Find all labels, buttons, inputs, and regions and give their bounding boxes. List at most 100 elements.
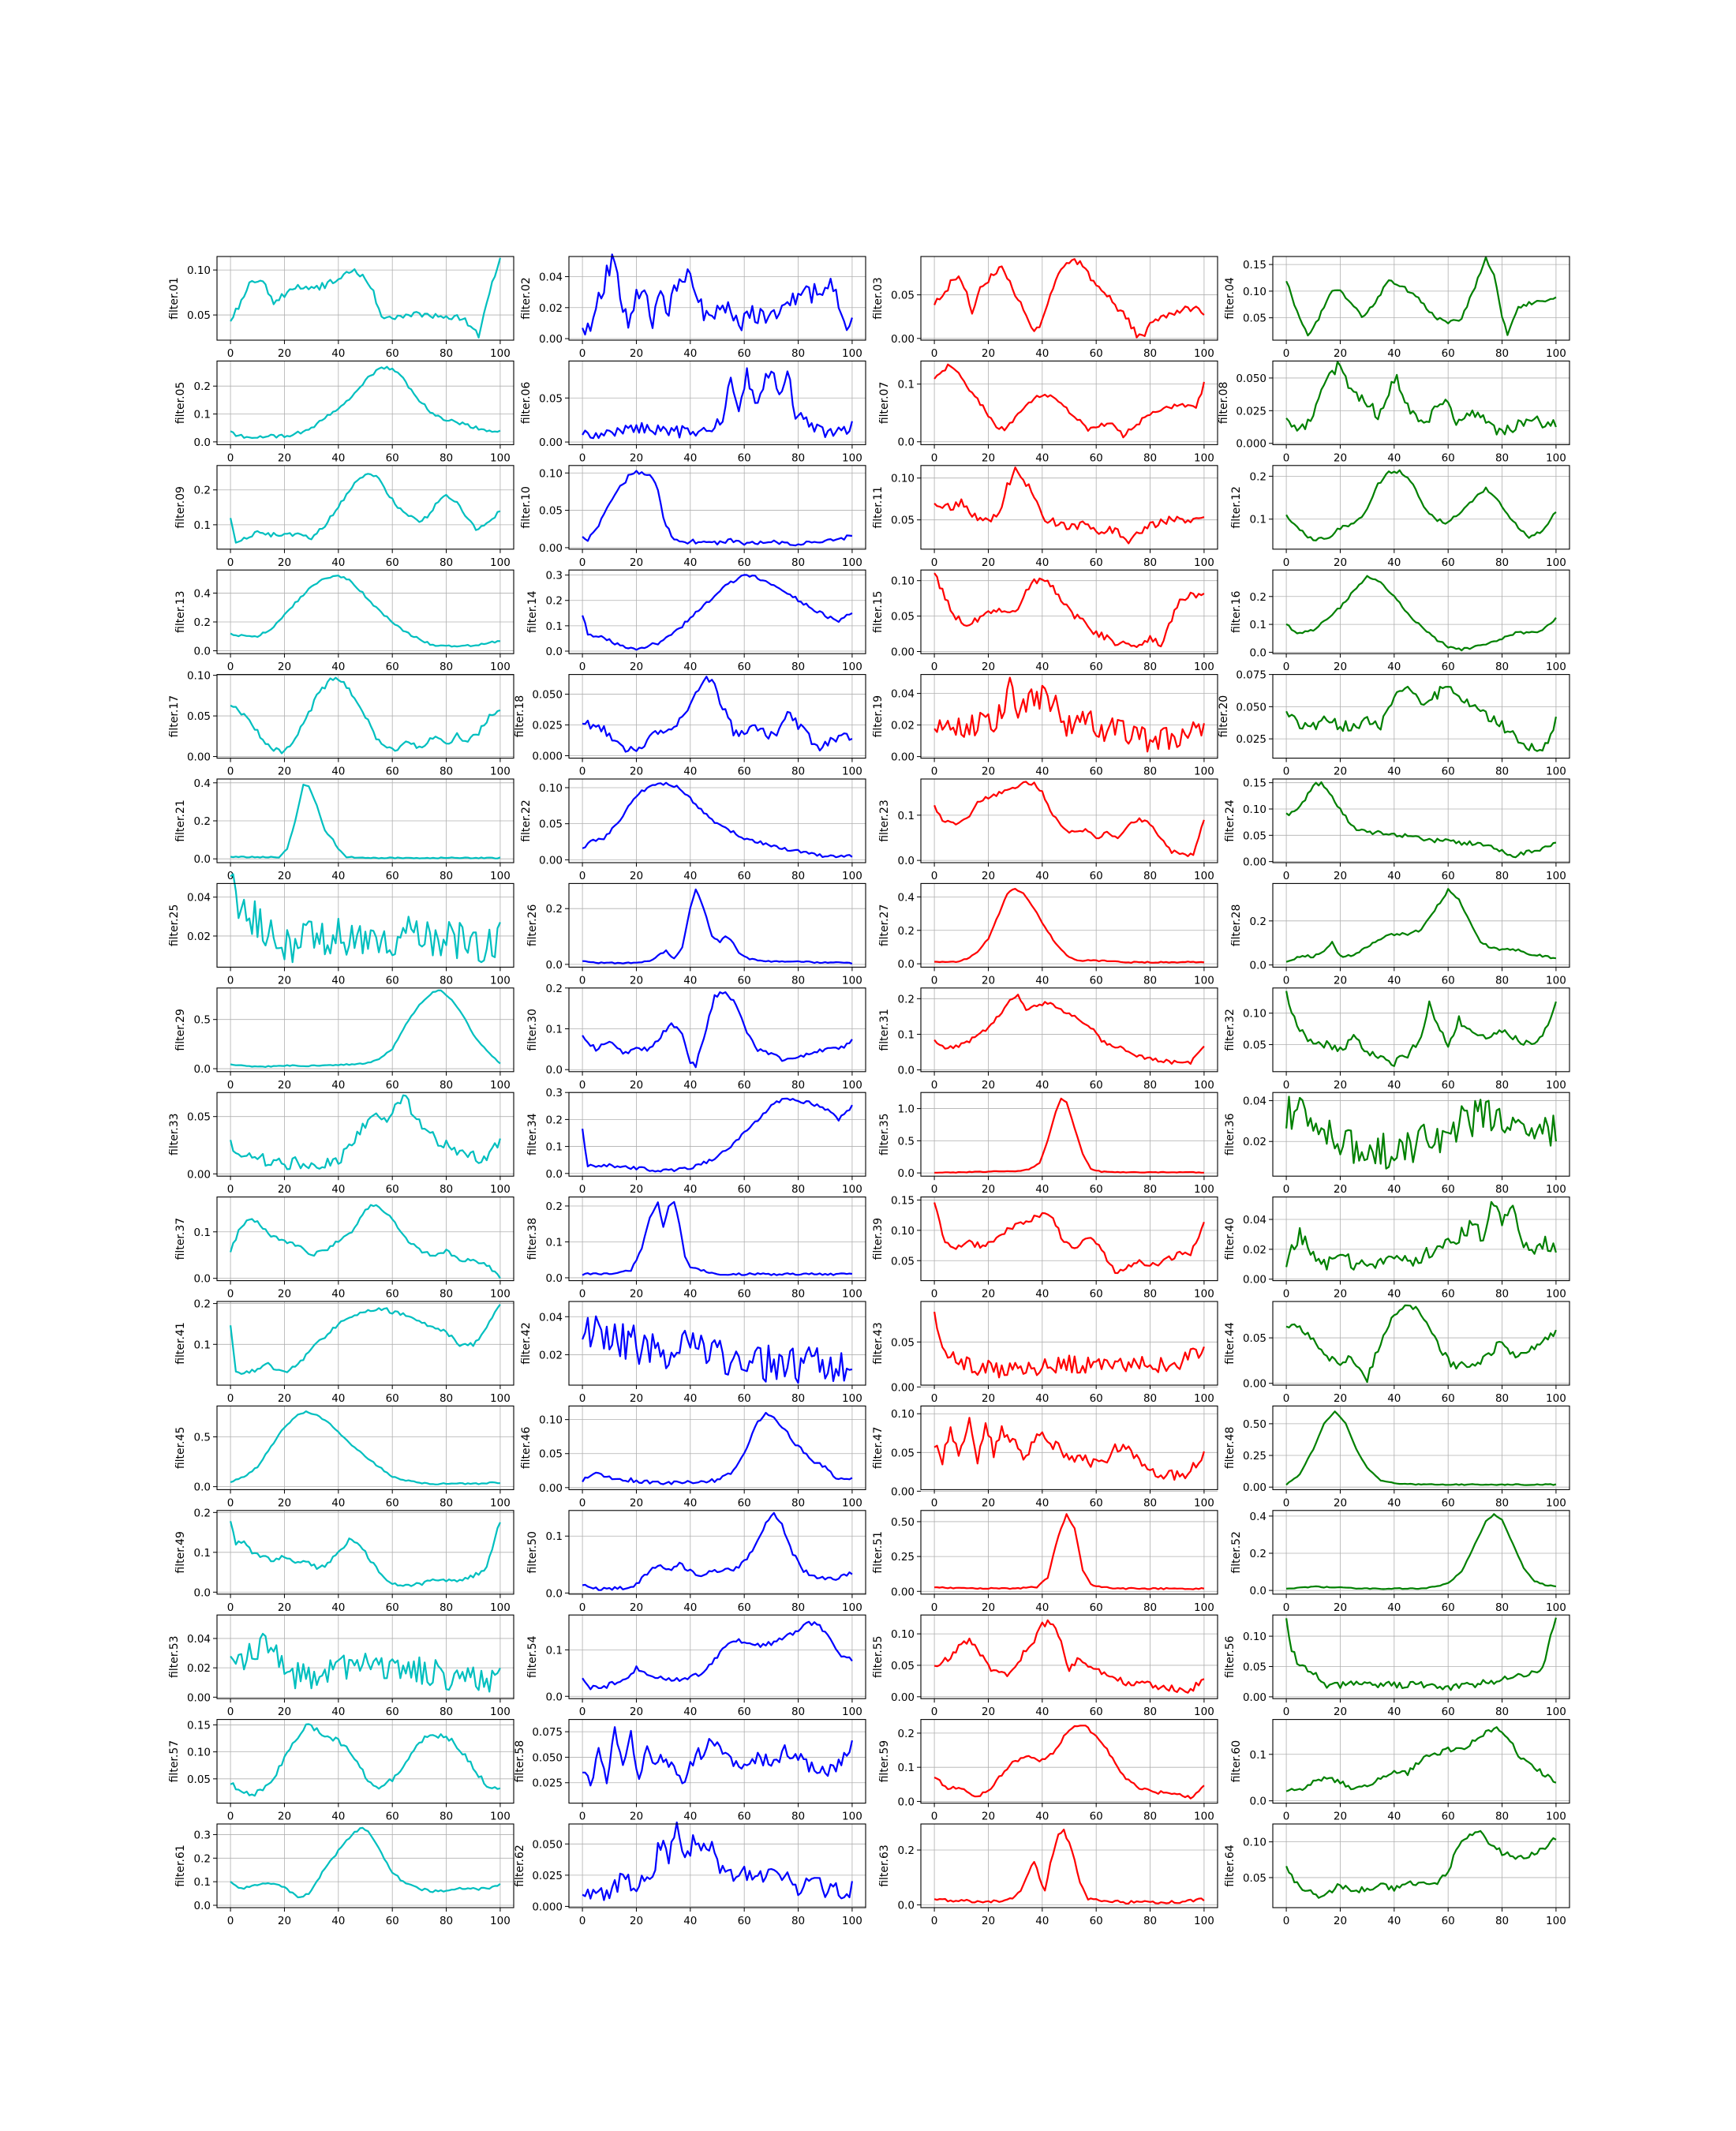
x-tick-label: 20 — [630, 347, 643, 360]
y-tick-label: 0.05 — [891, 515, 915, 527]
y-tick-label: 0.050 — [532, 1838, 563, 1851]
subplot-48: 0 20 40 60 80 100 0.00 0.25 0.50 filter.48 — [1224, 1405, 1570, 1509]
y-tick-label: 0.05 — [539, 818, 563, 831]
x-tick-label: 60 — [1442, 974, 1455, 987]
x-tick-label: 20 — [1334, 1915, 1347, 1927]
x-tick-label: 0 — [579, 1915, 586, 1927]
x-tick-label: 60 — [738, 1811, 751, 1823]
x-tick-label: 0 — [1283, 1079, 1290, 1092]
x-tick-label: 20 — [278, 1392, 291, 1405]
y-tick-label: 0.00 — [891, 646, 915, 659]
x-tick-label: 80 — [1495, 1392, 1509, 1405]
x-tick-label: 100 — [1546, 1079, 1566, 1092]
y-tick-label: 0.2 — [1250, 591, 1266, 604]
x-tick-label: 80 — [1143, 556, 1157, 569]
x-tick-label: 80 — [1143, 347, 1157, 360]
x-tick-label: 20 — [1334, 1183, 1347, 1196]
y-tick-label: 0.02 — [187, 1662, 211, 1675]
y-axis-label: filter.03 — [872, 277, 885, 320]
x-tick-label: 40 — [331, 556, 345, 569]
y-axis-label: filter.10 — [520, 486, 533, 529]
x-tick-label: 80 — [440, 974, 453, 987]
series-line — [230, 1303, 501, 1375]
x-tick-label: 20 — [278, 1811, 291, 1823]
x-tick-label: 0 — [1283, 1392, 1290, 1405]
axes-frame — [920, 1823, 1218, 1908]
x-tick-label: 0 — [931, 1079, 938, 1092]
x-tick-label: 20 — [982, 1811, 995, 1823]
subplot-63: 0 20 40 60 80 100 0.0 0.2 filter.63 — [878, 1823, 1218, 1927]
x-tick-label: 80 — [791, 1915, 805, 1927]
x-tick-label: 0 — [1283, 451, 1290, 464]
x-tick-label: 60 — [386, 556, 399, 569]
subplot-20: 0 20 40 60 80 100 0.025 0.050 0.075 filter.20 — [1218, 669, 1570, 778]
subplot-36: 0 20 40 60 80 100 0.02 0.04 filter.36 — [1224, 1092, 1570, 1196]
axes-frame — [920, 1301, 1218, 1386]
x-tick-label: 20 — [1334, 974, 1347, 987]
x-tick-label: 40 — [1035, 1392, 1049, 1405]
series-line — [1285, 781, 1557, 859]
x-tick-label: 20 — [630, 1811, 643, 1823]
subplot-7: 0 20 40 60 80 100 0.0 0.1 filter.07 — [878, 360, 1218, 464]
axes-frame — [920, 1197, 1218, 1282]
y-tick-label: 0.2 — [546, 1200, 563, 1213]
series-line — [582, 781, 853, 859]
x-tick-label: 60 — [1090, 766, 1103, 778]
y-tick-label: 0.0 — [898, 958, 915, 971]
subplot-61: 0 20 40 60 80 100 0.0 0.1 0.2 0.3 filter.61 — [174, 1823, 514, 1927]
y-tick-label: 0.10 — [1243, 803, 1266, 816]
x-tick-label: 20 — [630, 870, 643, 882]
x-tick-label: 80 — [440, 556, 453, 569]
series-line — [1285, 575, 1557, 652]
series-line — [1286, 1513, 1557, 1590]
y-axis-label: filter.38 — [526, 1218, 539, 1260]
x-tick-label: 0 — [579, 1392, 586, 1405]
x-tick-label: 0 — [227, 1706, 234, 1718]
x-tick-label: 40 — [1387, 1811, 1401, 1823]
y-tick-label: 0.05 — [539, 392, 563, 405]
x-tick-label: 40 — [1387, 347, 1401, 360]
subplot-39: 0 20 40 60 80 100 0.05 0.10 0.15 filter.39 — [872, 1194, 1218, 1301]
y-tick-label: 0.05 — [539, 505, 563, 518]
x-tick-label: 100 — [842, 556, 862, 569]
y-tick-label: 0.3 — [546, 570, 563, 582]
subplot-49: 0 20 40 60 80 100 0.0 0.1 0.2 filter.49 — [174, 1507, 514, 1614]
x-tick-label: 60 — [1090, 451, 1103, 464]
x-tick-label: 60 — [386, 1915, 399, 1927]
x-tick-label: 0 — [931, 766, 938, 778]
x-tick-label: 80 — [1143, 1183, 1157, 1196]
y-tick-label: 0.2 — [194, 815, 211, 828]
subplot-23: 0 20 40 60 80 100 0.0 0.1 filter.23 — [878, 778, 1218, 882]
axes-frame — [568, 1301, 866, 1386]
y-axis-label: filter.23 — [878, 800, 891, 842]
x-tick-label: 100 — [490, 1706, 511, 1718]
y-tick-label: 0.04 — [1243, 1214, 1266, 1227]
x-tick-label: 0 — [931, 1496, 938, 1509]
y-tick-label: 0.25 — [1243, 1450, 1266, 1462]
series-line — [230, 1521, 501, 1587]
x-tick-label: 100 — [1546, 347, 1566, 360]
series-line — [582, 253, 853, 335]
y-tick-label: 0.3 — [194, 1829, 211, 1841]
x-tick-label: 80 — [1143, 766, 1157, 778]
axes-frame — [568, 465, 866, 550]
x-tick-label: 20 — [630, 1706, 643, 1718]
x-tick-label: 100 — [842, 974, 862, 987]
x-tick-label: 80 — [1143, 661, 1157, 673]
y-axis-label: filter.29 — [174, 1009, 187, 1051]
x-tick-label: 0 — [579, 1079, 586, 1092]
x-tick-label: 40 — [683, 1288, 697, 1301]
x-tick-label: 100 — [1194, 1288, 1214, 1301]
y-tick-label: 0.02 — [1243, 1244, 1266, 1257]
x-tick-label: 80 — [791, 451, 805, 464]
x-tick-label: 0 — [1283, 556, 1290, 569]
x-tick-label: 0 — [1283, 974, 1290, 987]
x-tick-label: 80 — [440, 1288, 453, 1301]
axes-frame — [1272, 1405, 1570, 1490]
y-axis-label: filter.37 — [174, 1218, 187, 1260]
y-axis-label: filter.32 — [1224, 1009, 1237, 1051]
axes-frame — [568, 1719, 866, 1804]
axes-frame — [568, 569, 866, 654]
x-tick-label: 0 — [227, 1601, 234, 1614]
